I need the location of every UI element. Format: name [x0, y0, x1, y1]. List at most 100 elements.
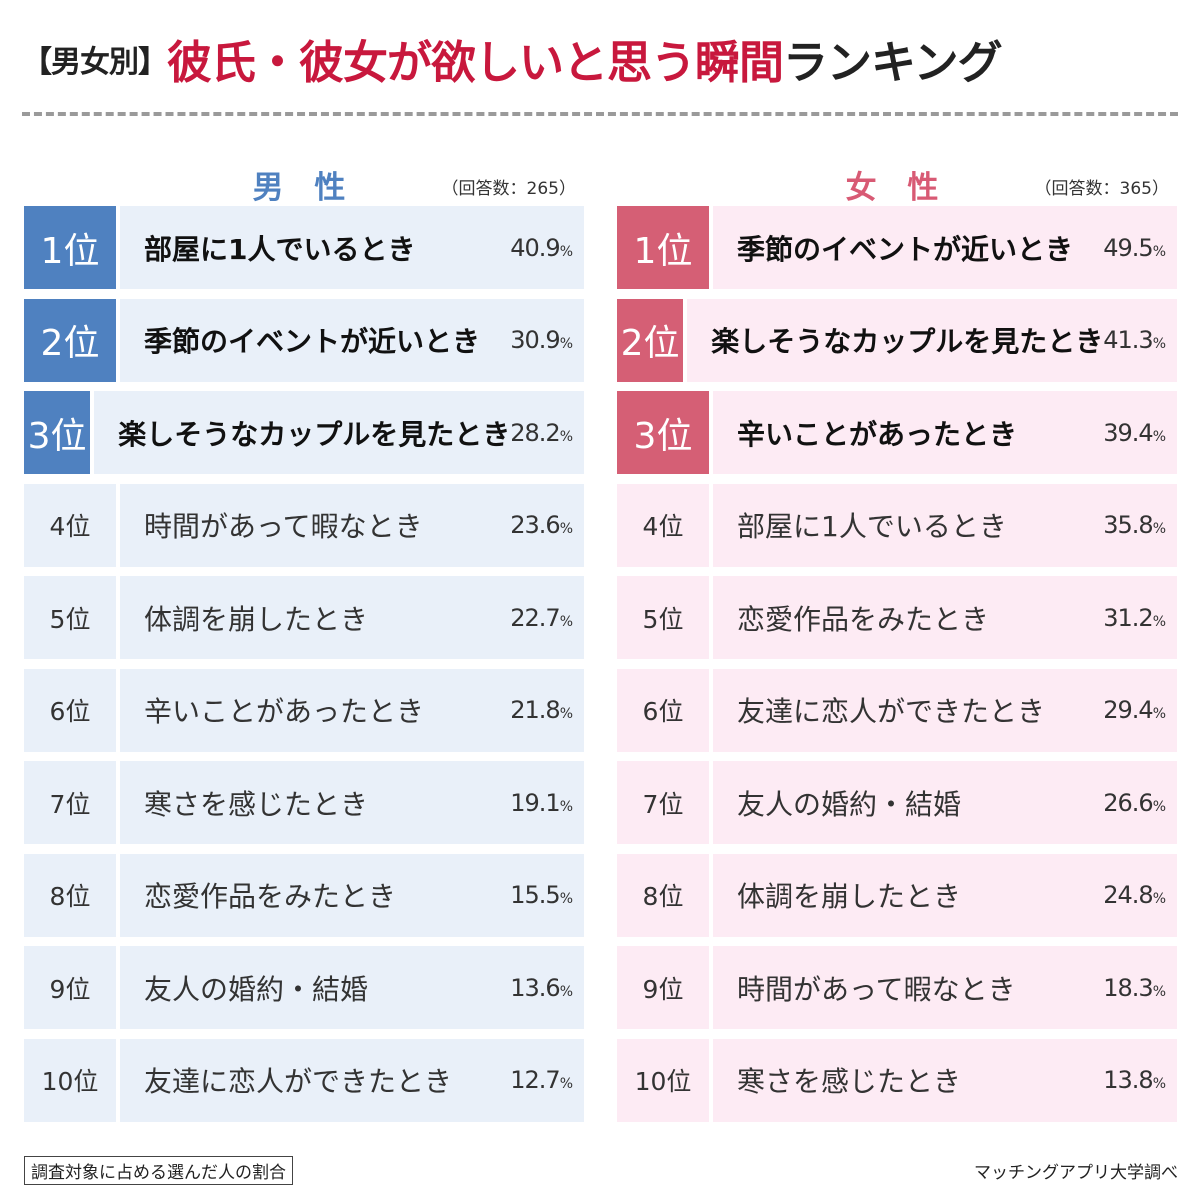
men-row-4: 4位 時間があって暇なとき 23.6% — [24, 483, 584, 567]
percent-value: 23.6% — [510, 511, 573, 539]
women-title: 女 性 — [845, 170, 949, 206]
item-cell: 恋愛作品をみたとき 15.5% — [120, 853, 584, 937]
item-label: 部屋に1人でいるとき — [737, 510, 1007, 543]
percent-unit: % — [1152, 521, 1166, 537]
footnote: 調査対象に占める選んだ人の割合 — [24, 1156, 293, 1185]
percent-unit: % — [559, 521, 573, 537]
women-row-1: 1位 季節のイベントが近いとき 49.5% — [617, 206, 1177, 289]
percent-unit: % — [1152, 798, 1166, 815]
item-cell: 季節のイベントが近いとき 49.5% — [713, 206, 1177, 289]
percent-value: 28.2% — [510, 418, 573, 447]
item-cell: 友達に恋人ができたとき 29.4% — [713, 668, 1177, 752]
women-row-6: 6位 友達に恋人ができたとき 29.4% — [617, 668, 1177, 752]
percent-value: 22.7% — [510, 604, 573, 632]
title-prefix: 【男女別】 — [22, 45, 168, 80]
title-divider — [22, 112, 1178, 116]
item-cell: 友達に恋人ができたとき 12.7% — [120, 1038, 584, 1122]
item-cell: 楽しそうなカップルを見たとき 28.2% — [94, 391, 584, 474]
men-row-1: 1位 部屋に1人でいるとき 40.9% — [24, 206, 584, 289]
percent-unit: % — [559, 428, 573, 445]
men-row-5: 5位 体調を崩したとき 22.7% — [24, 576, 584, 659]
percent-number: 12.7 — [510, 1066, 560, 1094]
item-label: 恋愛作品をみたとき — [144, 880, 397, 913]
item-label: 友人の婚約・結婚 — [144, 972, 369, 1006]
percent-number: 13.6 — [510, 973, 560, 1002]
percent-value: 26.6% — [1103, 788, 1166, 817]
percent-unit: % — [559, 798, 573, 815]
item-cell: 時間があって暇なとき 18.3% — [713, 946, 1177, 1029]
item-cell: 部屋に1人でいるとき 40.9% — [120, 206, 584, 289]
rank-label: 10位 — [617, 1038, 709, 1122]
item-cell: 部屋に1人でいるとき 35.8% — [713, 483, 1177, 567]
percent-number: 23.6 — [510, 511, 560, 539]
percent-value: 49.5% — [1103, 234, 1166, 262]
women-row-8: 8位 体調を崩したとき 24.8% — [617, 853, 1177, 937]
item-label: 楽しそうなカップルを見たとき — [118, 417, 511, 451]
percent-number: 30.9 — [510, 326, 560, 354]
rank-label: 3位 — [24, 391, 91, 474]
women-row-4: 4位 部屋に1人でいるとき 35.8% — [617, 483, 1177, 567]
percent-unit: % — [1152, 983, 1166, 1000]
women-row-5: 5位 恋愛作品をみたとき 31.2% — [617, 576, 1177, 659]
item-label: 辛いことがあったとき — [144, 695, 425, 728]
percent-value: 24.8% — [1103, 881, 1166, 909]
item-cell: 体調を崩したとき 22.7% — [120, 576, 584, 659]
men-row-3: 3位 楽しそうなカップルを見たとき 28.2% — [24, 391, 584, 474]
percent-number: 31.2 — [1103, 603, 1153, 632]
rank-label: 5位 — [617, 576, 709, 659]
item-cell: 季節のイベントが近いとき 30.9% — [120, 298, 584, 382]
item-cell: 楽しそうなカップルを見たとき 41.3% — [687, 298, 1177, 382]
percent-number: 26.6 — [1103, 788, 1153, 817]
rank-label: 2位 — [24, 298, 116, 382]
title-main: 彼氏・彼女が欲しいと思う瞬間 — [167, 36, 784, 89]
item-label: 時間があって暇なとき — [737, 972, 1016, 1006]
percent-number: 24.8 — [1103, 881, 1153, 909]
percent-number: 13.8 — [1103, 1066, 1153, 1094]
item-label: 寒さを感じたとき — [737, 1065, 962, 1098]
percent-unit: % — [1152, 1076, 1166, 1092]
percent-unit: % — [559, 336, 573, 352]
percent-value: 39.4% — [1103, 419, 1166, 447]
men-row-9: 9位 友人の婚約・結婚 13.6% — [24, 946, 584, 1029]
item-cell: 寒さを感じたとき 19.1% — [120, 761, 584, 844]
percent-number: 40.9 — [510, 233, 560, 262]
rank-label: 8位 — [617, 853, 709, 937]
percent-value: 12.7% — [510, 1066, 573, 1094]
women-respondents: （回答数：365） — [1034, 179, 1169, 199]
percent-unit: % — [1152, 706, 1166, 722]
item-label: 辛いことがあったとき — [737, 417, 1018, 451]
percent-value: 29.4% — [1103, 696, 1166, 724]
rank-label: 9位 — [617, 946, 709, 1029]
men-header: 男 性 （回答数：265） — [24, 160, 584, 206]
percent-value: 13.6% — [510, 973, 573, 1002]
rank-label: 1位 — [24, 206, 116, 289]
rank-label: 7位 — [617, 761, 709, 844]
page-title: 【男女別】彼氏・彼女が欲しいと思う瞬間ランキング — [22, 26, 1003, 91]
percent-value: 31.2% — [1103, 603, 1166, 632]
men-row-6: 6位 辛いことがあったとき 21.8% — [24, 668, 584, 752]
rank-label: 6位 — [24, 668, 116, 752]
percent-unit: % — [1152, 336, 1166, 352]
item-cell: 辛いことがあったとき 39.4% — [713, 391, 1177, 474]
percent-value: 13.8% — [1103, 1066, 1166, 1094]
percent-unit: % — [1152, 243, 1166, 260]
rank-label: 3位 — [617, 391, 709, 474]
percent-unit: % — [559, 243, 573, 260]
rank-label: 10位 — [24, 1038, 116, 1122]
item-cell: 友人の婚約・結婚 13.6% — [120, 946, 584, 1029]
percent-value: 18.3% — [1103, 973, 1166, 1002]
item-label: 季節のイベントが近いとき — [737, 232, 1074, 266]
percent-value: 21.8% — [510, 696, 573, 724]
item-cell: 寒さを感じたとき 13.8% — [713, 1038, 1177, 1122]
rank-label: 4位 — [617, 483, 709, 567]
men-row-10: 10位 友達に恋人ができたとき 12.7% — [24, 1038, 584, 1122]
percent-number: 28.2 — [510, 418, 560, 447]
item-cell: 恋愛作品をみたとき 31.2% — [713, 576, 1177, 659]
percent-number: 35.8 — [1103, 511, 1153, 539]
item-cell: 時間があって暇なとき 23.6% — [120, 483, 584, 567]
percent-value: 15.5% — [510, 881, 573, 909]
item-label: 体調を崩したとき — [737, 880, 962, 913]
percent-number: 15.5 — [510, 881, 560, 909]
percent-unit: % — [559, 613, 573, 630]
percent-number: 18.3 — [1103, 973, 1153, 1002]
